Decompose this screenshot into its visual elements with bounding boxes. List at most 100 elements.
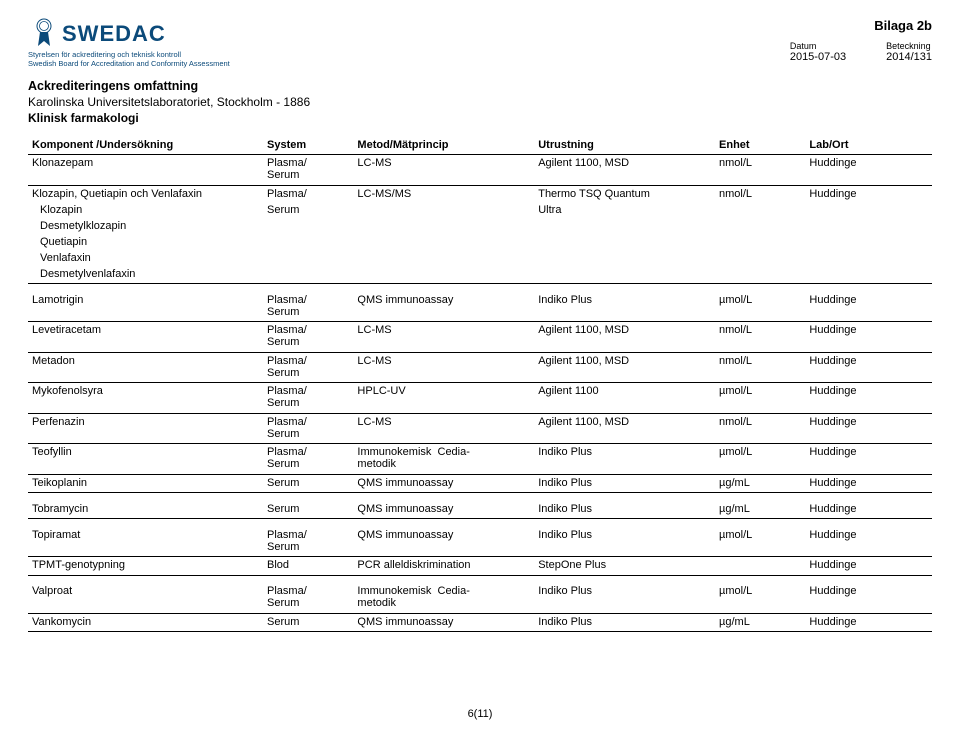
table-cell bbox=[715, 266, 805, 282]
table-cell: Thermo TSQ Quantum bbox=[534, 185, 715, 202]
table-cell: Teikoplanin bbox=[28, 474, 263, 491]
table-cell bbox=[805, 266, 932, 282]
table-row: LevetiracetamPlasma/SerumLC-MSAgilent 11… bbox=[28, 322, 932, 351]
accreditation-icon bbox=[28, 18, 60, 50]
table-cell: Huddinge bbox=[805, 527, 932, 555]
table-cell: µg/mL bbox=[715, 613, 805, 630]
table-cell: Metadon bbox=[28, 352, 263, 381]
table-cell: Indiko Plus bbox=[534, 501, 715, 517]
date-value: 2015-07-03 bbox=[790, 51, 846, 63]
group-gap bbox=[28, 575, 932, 583]
table-row: TPMT-genotypningBlodPCR alleldiskriminat… bbox=[28, 557, 932, 574]
table-cell: Plasma/Serum bbox=[263, 352, 353, 381]
table-cell: nmol/L bbox=[715, 185, 805, 202]
table-cell: LC-MS bbox=[353, 413, 534, 442]
org-name: Karolinska Universitetslaboratoriet, Sto… bbox=[28, 95, 932, 109]
table-cell: Plasma/Serum bbox=[263, 444, 353, 473]
table-cell: nmol/L bbox=[715, 322, 805, 351]
table-cell: LC-MS bbox=[353, 352, 534, 381]
table-cell: Serum bbox=[263, 474, 353, 491]
table-cell: Indiko Plus bbox=[534, 613, 715, 630]
table-row: Quetiapin bbox=[28, 234, 932, 250]
table-cell: µg/mL bbox=[715, 474, 805, 491]
table-cell: QMS immunoassay bbox=[353, 292, 534, 320]
table-cell: Topiramat bbox=[28, 527, 263, 555]
table-cell: StepOne Plus bbox=[534, 557, 715, 574]
table-cell: Huddinge bbox=[805, 501, 932, 517]
table-cell: Vankomycin bbox=[28, 613, 263, 630]
table-cell: Perfenazin bbox=[28, 413, 263, 442]
table-cell bbox=[715, 218, 805, 234]
table-cell: Serum bbox=[263, 202, 353, 218]
table-cell: µmol/L bbox=[715, 444, 805, 473]
table-row: KlozapinSerum Ultra bbox=[28, 202, 932, 218]
table-cell bbox=[534, 250, 715, 266]
table-cell bbox=[353, 250, 534, 266]
table-cell: Klozapin, Quetiapin och Venlafaxin bbox=[28, 185, 263, 202]
row-separator bbox=[28, 630, 932, 632]
table-row: Venlafaxin bbox=[28, 250, 932, 266]
table-cell: Agilent 1100 bbox=[534, 383, 715, 412]
table-cell: Huddinge bbox=[805, 583, 932, 611]
table-cell: Huddinge bbox=[805, 474, 932, 491]
table-cell: Immunokemisk Cedia-metodik bbox=[353, 444, 534, 473]
col-metod: Metod/Mätprincip bbox=[353, 137, 534, 153]
table-cell: QMS immunoassay bbox=[353, 613, 534, 630]
table-cell bbox=[263, 250, 353, 266]
table-cell bbox=[534, 266, 715, 282]
date-block: Datum 2015-07-03 Beteckning 2014/131 bbox=[790, 41, 932, 63]
table-cell: Plasma/Serum bbox=[263, 383, 353, 412]
table-cell bbox=[353, 234, 534, 250]
table-cell: Agilent 1100, MSD bbox=[534, 352, 715, 381]
table-row: Desmetylklozapin bbox=[28, 218, 932, 234]
table-cell bbox=[263, 234, 353, 250]
logo: SWEDAC bbox=[28, 18, 230, 50]
table-cell: nmol/L bbox=[715, 155, 805, 184]
table-cell: Ultra bbox=[534, 202, 715, 218]
table-cell: Klozapin bbox=[28, 202, 263, 218]
designation-label: Beteckning bbox=[886, 41, 932, 51]
date-label: Datum bbox=[790, 41, 846, 51]
col-enhet: Enhet bbox=[715, 137, 805, 153]
table-cell: Tobramycin bbox=[28, 501, 263, 517]
table-cell bbox=[805, 218, 932, 234]
table-row: PerfenazinPlasma/SerumLC-MSAgilent 1100,… bbox=[28, 413, 932, 442]
table-cell: LC-MS/MS bbox=[353, 185, 534, 202]
col-utrustning: Utrustning bbox=[534, 137, 715, 153]
col-system: System bbox=[263, 137, 353, 153]
logo-subtitle-2: Swedish Board for Accreditation and Conf… bbox=[28, 60, 230, 68]
table-cell: Desmetylvenlafaxin bbox=[28, 266, 263, 282]
table-cell bbox=[353, 202, 534, 218]
table-cell: Agilent 1100, MSD bbox=[534, 155, 715, 184]
table-cell: TPMT-genotypning bbox=[28, 557, 263, 574]
header-right: Bilaga 2b Datum 2015-07-03 Beteckning 20… bbox=[790, 18, 932, 63]
table-cell: Plasma/Serum bbox=[263, 322, 353, 351]
table-cell: Indiko Plus bbox=[534, 527, 715, 555]
table-cell: Huddinge bbox=[805, 292, 932, 320]
table-cell: nmol/L bbox=[715, 413, 805, 442]
table-cell: Serum bbox=[263, 501, 353, 517]
table-cell: Plasma/ bbox=[263, 185, 353, 202]
accreditation-scope-title: Ackrediteringens omfattning bbox=[28, 79, 932, 93]
table-cell: Agilent 1100, MSD bbox=[534, 413, 715, 442]
logo-text: SWEDAC bbox=[62, 21, 166, 47]
org-block: Ackrediteringens omfattning Karolinska U… bbox=[28, 79, 932, 125]
table-cell: Huddinge bbox=[805, 613, 932, 630]
table-cell: Indiko Plus bbox=[534, 444, 715, 473]
table-cell: µg/mL bbox=[715, 501, 805, 517]
table-row: ValproatPlasma/SerumImmunokemisk Cedia-m… bbox=[28, 583, 932, 611]
table-cell: Blod bbox=[263, 557, 353, 574]
table-cell: Serum bbox=[263, 613, 353, 630]
table-row: Desmetylvenlafaxin bbox=[28, 266, 932, 282]
col-labort: Lab/Ort bbox=[805, 137, 932, 153]
table-cell: Plasma/Serum bbox=[263, 292, 353, 320]
table-cell: Levetiracetam bbox=[28, 322, 263, 351]
table-row: MykofenolsyraPlasma/SerumHPLC-UVAgilent … bbox=[28, 383, 932, 412]
table-cell: Indiko Plus bbox=[534, 474, 715, 491]
table-cell: Plasma/Serum bbox=[263, 155, 353, 184]
table-cell bbox=[534, 218, 715, 234]
table-row: MetadonPlasma/SerumLC-MSAgilent 1100, MS… bbox=[28, 352, 932, 381]
table-cell: PCR alleldiskrimination bbox=[353, 557, 534, 574]
table-cell: Valproat bbox=[28, 583, 263, 611]
page-number: 6(11) bbox=[0, 708, 960, 720]
